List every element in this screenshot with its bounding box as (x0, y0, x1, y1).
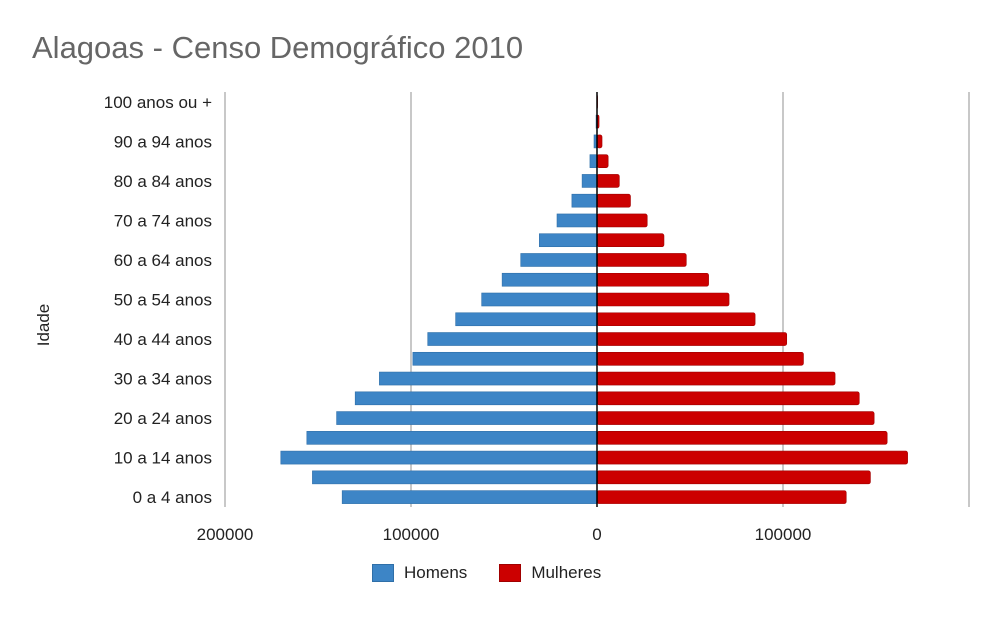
y-tick-label: 90 a 94 anos (114, 132, 212, 151)
bar-mulheres-11 (596, 272, 709, 287)
bar-homens-6 (379, 371, 598, 386)
bar-homens-10 (481, 292, 598, 307)
y-tick-label: 30 a 34 anos (114, 370, 212, 389)
x-tick-label: 0 (592, 525, 601, 544)
bar-mulheres-9 (596, 312, 756, 327)
bar-mulheres-4 (596, 411, 875, 425)
chart-title: Alagoas - Censo Demográfico 2010 (32, 30, 524, 65)
bar-mulheres-10 (596, 292, 730, 307)
y-tick-label: 60 a 64 anos (114, 251, 212, 270)
bar-homens-13 (539, 233, 598, 248)
bar-homens-5 (354, 391, 598, 406)
y-tick-label: 100 anos ou + (104, 93, 212, 112)
bar-homens-14 (556, 213, 598, 228)
bar-mulheres-16 (596, 174, 620, 188)
bar-homens-4 (336, 411, 598, 425)
bar-mulheres-18 (596, 134, 603, 149)
bar-mulheres-5 (596, 391, 860, 406)
legend-swatch-mulheres (499, 564, 522, 582)
legend: Homens Mulheres (372, 563, 633, 583)
bar-homens-3 (306, 431, 598, 445)
bar-mulheres-8 (596, 332, 788, 346)
bar-homens-11 (501, 272, 598, 287)
bar-mulheres-2 (596, 450, 908, 465)
bar-mulheres-12 (596, 253, 687, 267)
legend-item-mulheres[interactable]: Mulheres (499, 563, 601, 583)
x-tick-label: 100000 (755, 525, 812, 544)
bar-mulheres-3 (596, 431, 888, 445)
bar-homens-8 (427, 332, 598, 346)
bar-mulheres-14 (596, 213, 648, 228)
y-tick-label: 20 a 24 anos (114, 409, 212, 428)
legend-label-mulheres: Mulheres (531, 563, 602, 582)
y-tick-label: 80 a 84 anos (114, 172, 212, 191)
x-tick-label: 200000 (197, 525, 254, 544)
legend-label-homens: Homens (404, 563, 468, 582)
y-tick-label: 10 a 14 anos (114, 449, 212, 468)
bar-mulheres-13 (596, 233, 665, 248)
bar-mulheres-7 (596, 351, 804, 366)
x-tick-label: 100000 (383, 525, 440, 544)
bar-mulheres-6 (596, 371, 836, 386)
bar-homens-17 (589, 154, 598, 168)
y-tick-label: 70 a 74 anos (114, 211, 212, 230)
bar-homens-1 (312, 470, 598, 485)
bar-homens-12 (520, 253, 598, 267)
y-tick-label: 50 a 54 anos (114, 291, 212, 310)
bar-homens-16 (581, 174, 598, 188)
bar-mulheres-17 (596, 154, 609, 168)
bar-mulheres-0 (596, 490, 847, 504)
bar-homens-7 (412, 351, 598, 366)
y-tick-label: 0 a 4 anos (133, 488, 212, 507)
bar-homens-15 (571, 193, 598, 208)
legend-item-homens[interactable]: Homens (372, 563, 467, 583)
bar-homens-2 (280, 450, 598, 465)
bar-homens-9 (455, 312, 598, 327)
bar-homens-0 (341, 490, 598, 504)
y-tick-label: 40 a 44 anos (114, 330, 212, 349)
bar-mulheres-15 (596, 193, 631, 208)
legend-swatch-homens (372, 564, 394, 582)
bar-mulheres-1 (596, 470, 871, 485)
